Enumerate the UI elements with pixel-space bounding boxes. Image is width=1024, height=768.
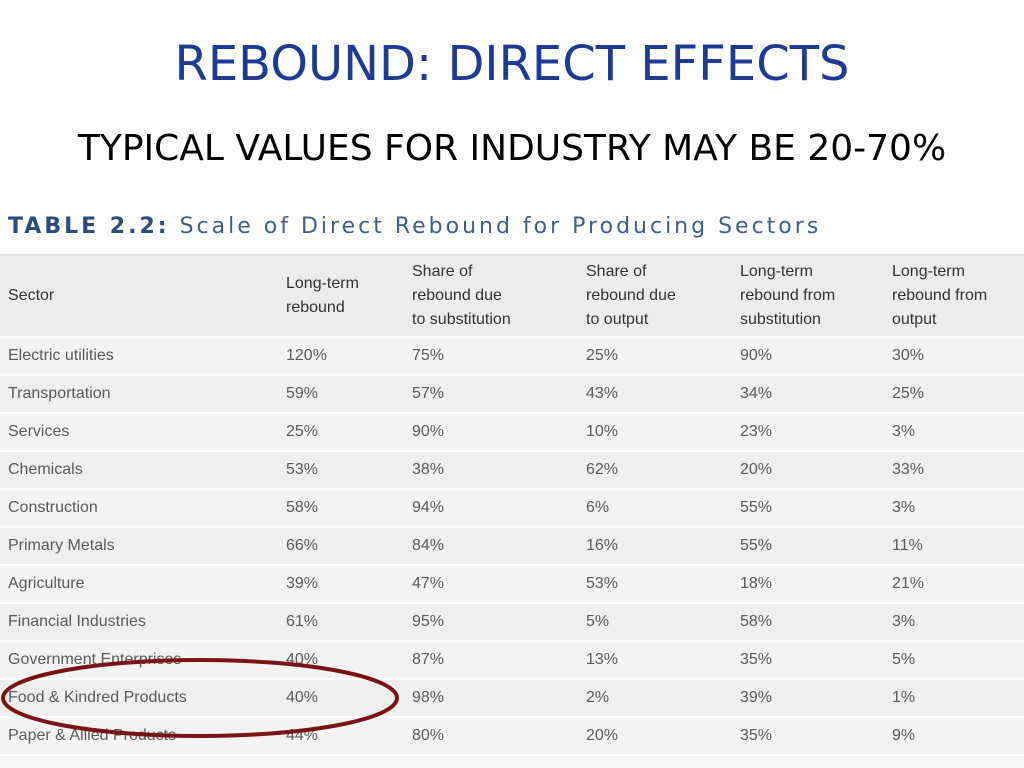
table-row: Government Enterprises 40% 87% 13% 35% 5% bbox=[0, 642, 1024, 680]
cell-rebound-from-output: 3% bbox=[892, 423, 916, 440]
cell-long-term-rebound: 25% bbox=[286, 423, 319, 440]
table-body: Electric utilities 120% 75% 25% 90% 30% Transp… bbox=[0, 338, 1024, 756]
cell-sector: Chemicals bbox=[8, 461, 83, 478]
table-caption-label: TABLE 2.2: bbox=[8, 214, 170, 239]
cell-long-term-rebound: 66% bbox=[286, 537, 319, 554]
cell-rebound-from-substitution: 55% bbox=[740, 499, 773, 516]
cell-sector: Government Enterprises bbox=[8, 651, 182, 668]
cell-share-output: 16% bbox=[586, 537, 619, 554]
cell-sector: Financial Industries bbox=[8, 613, 146, 630]
cell-sector: Electric utilities bbox=[8, 347, 114, 364]
cell-share-output: 6% bbox=[586, 499, 610, 516]
cell-share-substitution: 98% bbox=[412, 689, 445, 706]
cell-share-output: 5% bbox=[586, 613, 610, 630]
cell-share-substitution: 38% bbox=[412, 461, 445, 478]
cell-rebound-from-substitution: 39% bbox=[740, 689, 773, 706]
cell-sector: Transportation bbox=[8, 385, 111, 402]
cell-sector: Services bbox=[8, 423, 70, 440]
header-cell-share-output: Share of rebound due to output bbox=[586, 263, 676, 328]
table-row: Paper & Allied Products 44% 80% 20% 35% 9% bbox=[0, 718, 1024, 756]
cell-rebound-from-substitution: 90% bbox=[740, 347, 773, 364]
cell-rebound-from-substitution: 55% bbox=[740, 537, 773, 554]
cell-rebound-from-substitution: 58% bbox=[740, 613, 773, 630]
cell-share-substitution: 47% bbox=[412, 575, 445, 592]
cell-rebound-from-output: 25% bbox=[892, 385, 925, 402]
table-row: Transportation 59% 57% 43% 34% 25% bbox=[0, 376, 1024, 414]
cell-share-output: 20% bbox=[586, 727, 619, 744]
cell-long-term-rebound: 61% bbox=[286, 613, 319, 630]
cell-rebound-from-substitution: 34% bbox=[740, 385, 773, 402]
cell-long-term-rebound: 40% bbox=[286, 651, 319, 668]
table-row: Electric utilities 120% 75% 25% 90% 30% bbox=[0, 338, 1024, 376]
header-cell-long-term-rebound: Long-term rebound bbox=[286, 275, 359, 316]
cell-rebound-from-output: 5% bbox=[892, 651, 916, 668]
rebound-table: TABLE 2.2: Scale of Direct Rebound for P… bbox=[0, 202, 1024, 768]
cell-sector: Construction bbox=[8, 499, 98, 516]
cell-long-term-rebound: 40% bbox=[286, 689, 319, 706]
cell-rebound-from-substitution: 23% bbox=[740, 423, 773, 440]
cell-share-output: 43% bbox=[586, 385, 619, 402]
cell-rebound-from-substitution: 35% bbox=[740, 651, 773, 668]
cell-rebound-from-output: 3% bbox=[892, 499, 916, 516]
cell-share-output: 2% bbox=[586, 689, 610, 706]
cell-share-substitution: 87% bbox=[412, 651, 445, 668]
cell-rebound-from-output: 33% bbox=[892, 461, 925, 478]
cell-sector: Agriculture bbox=[8, 575, 85, 592]
cell-rebound-from-output: 3% bbox=[892, 613, 916, 630]
slide-title: REBOUND: DIRECT EFFECTS bbox=[174, 36, 850, 92]
cell-rebound-from-output: 1% bbox=[892, 689, 916, 706]
table-row: Services 25% 90% 10% 23% 3% bbox=[0, 414, 1024, 452]
cell-sector: Paper & Allied Products bbox=[8, 727, 177, 744]
table-row: Primary Metals 66% 84% 16% 55% 11% bbox=[0, 528, 1024, 566]
header-cell-sector: Sector bbox=[8, 287, 55, 304]
cell-rebound-from-output: 30% bbox=[892, 347, 925, 364]
cell-rebound-from-output: 9% bbox=[892, 727, 916, 744]
header-cell-rebound-from-substitution: Long-term rebound from substitution bbox=[740, 263, 836, 328]
slide-subtitle: TYPICAL VALUES FOR INDUSTRY MAY BE 20-70… bbox=[77, 128, 947, 169]
cell-long-term-rebound: 59% bbox=[286, 385, 319, 402]
cell-rebound-from-output: 21% bbox=[892, 575, 925, 592]
cell-share-substitution: 75% bbox=[412, 347, 445, 364]
cell-rebound-from-substitution: 35% bbox=[740, 727, 773, 744]
cell-share-output: 25% bbox=[586, 347, 619, 364]
cell-rebound-from-substitution: 20% bbox=[740, 461, 773, 478]
header-cell-share-substitution: Share of rebound due to substitution bbox=[412, 263, 511, 328]
cell-share-output: 62% bbox=[586, 461, 619, 478]
cell-long-term-rebound: 120% bbox=[286, 347, 327, 364]
table-row: Construction 58% 94% 6% 55% 3% bbox=[0, 490, 1024, 528]
cell-share-output: 53% bbox=[586, 575, 619, 592]
cell-long-term-rebound: 53% bbox=[286, 461, 319, 478]
cell-share-output: 10% bbox=[586, 423, 619, 440]
cell-long-term-rebound: 39% bbox=[286, 575, 319, 592]
cell-rebound-from-substitution: 18% bbox=[740, 575, 773, 592]
cell-share-substitution: 84% bbox=[412, 537, 445, 554]
table-row: Chemicals 53% 38% 62% 20% 33% bbox=[0, 452, 1024, 490]
table-caption: TABLE 2.2: Scale of Direct Rebound for P… bbox=[0, 202, 1024, 256]
cell-long-term-rebound: 44% bbox=[286, 727, 319, 744]
table-grid: Sector Long-term rebound Share of reboun… bbox=[0, 256, 1024, 756]
cell-long-term-rebound: 58% bbox=[286, 499, 319, 516]
cell-rebound-from-output: 11% bbox=[892, 537, 923, 554]
cell-share-substitution: 57% bbox=[412, 385, 445, 402]
cell-share-substitution: 90% bbox=[412, 423, 445, 440]
table-row: Financial Industries 61% 95% 5% 58% 3% bbox=[0, 604, 1024, 642]
table-row: Food & Kindred Products 40% 98% 2% 39% 1% bbox=[0, 680, 1024, 718]
header-cell-rebound-from-output: Long-term rebound from output bbox=[892, 263, 988, 328]
cell-share-output: 13% bbox=[586, 651, 619, 668]
cell-share-substitution: 94% bbox=[412, 499, 445, 516]
table-row: Agriculture 39% 47% 53% 18% 21% bbox=[0, 566, 1024, 604]
cell-sector: Food & Kindred Products bbox=[8, 689, 187, 706]
table-header-row: Sector Long-term rebound Share of reboun… bbox=[0, 256, 1024, 338]
cell-sector: Primary Metals bbox=[8, 537, 115, 554]
cell-share-substitution: 80% bbox=[412, 727, 445, 744]
cell-share-substitution: 95% bbox=[412, 613, 445, 630]
table-caption-text: Scale of Direct Rebound for Producing Se… bbox=[179, 214, 822, 239]
